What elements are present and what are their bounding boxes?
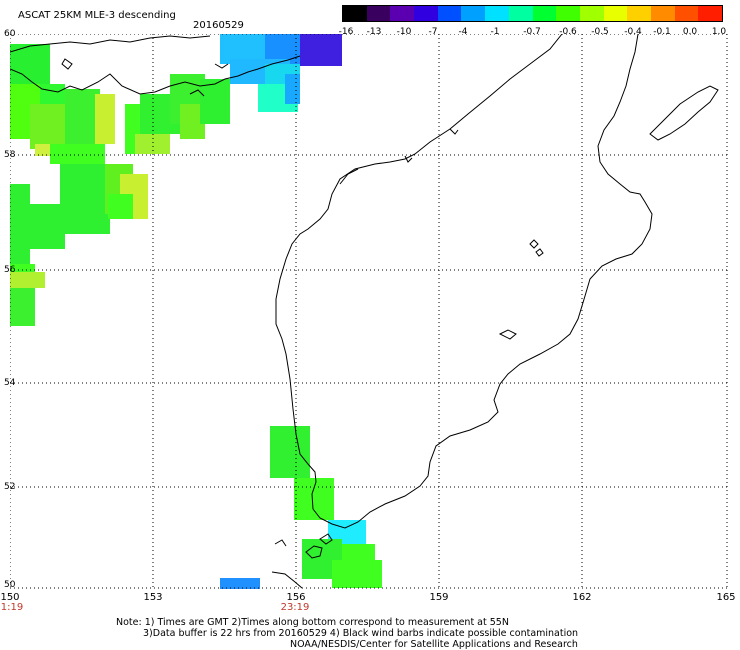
latitude-label: 50 xyxy=(4,580,16,590)
data-cell xyxy=(135,134,170,154)
colorbar-label: -4 xyxy=(458,27,468,37)
map-canvas xyxy=(10,34,728,589)
data-cell xyxy=(340,544,375,562)
time-label: 23:19 xyxy=(280,602,310,613)
colorbar-swatch xyxy=(414,6,438,21)
colorbar-swatch xyxy=(343,6,367,21)
data-cell xyxy=(30,104,70,149)
data-cell xyxy=(300,34,342,66)
colorbar-label: -0.6 xyxy=(559,27,577,37)
colorbar-label: -7 xyxy=(428,27,438,37)
colorbar-label: -0.5 xyxy=(591,27,609,37)
colorbar-swatch xyxy=(650,6,675,21)
data-cell xyxy=(10,284,35,326)
colorbar-label: 1.0 xyxy=(711,27,727,37)
longitude-label: 162 xyxy=(572,592,592,603)
latitude-label: 58 xyxy=(4,150,16,160)
note-line-3: NOAA/NESDIS/Center for Satellite Applica… xyxy=(290,639,578,650)
colorbar-swatch xyxy=(603,6,628,21)
data-cell xyxy=(108,194,133,219)
latitude-label: 60 xyxy=(4,29,16,39)
data-cell xyxy=(65,89,100,144)
data-cell xyxy=(10,44,50,84)
map-title: ASCAT 25KM MLE-3 descending xyxy=(18,10,176,21)
colorbar-swatch xyxy=(532,6,557,21)
latitude-label: 54 xyxy=(4,378,16,388)
data-cell xyxy=(332,560,382,588)
map-date: 20160529 xyxy=(193,20,244,31)
colorbar-label: 0.0 xyxy=(682,27,698,37)
colorbar-swatch xyxy=(508,6,533,21)
colorbar-swatch xyxy=(556,6,580,21)
longitude-label: 153 xyxy=(143,592,163,603)
latitude-label: 56 xyxy=(4,265,16,275)
colorbar-swatch xyxy=(579,6,604,21)
colorbar-swatch xyxy=(674,6,699,21)
latitude-label: 52 xyxy=(4,482,16,492)
data-cell xyxy=(50,144,105,164)
longitude-label: 150 xyxy=(0,592,20,603)
coastline xyxy=(10,34,719,589)
colorbar-label: -0.1 xyxy=(653,27,671,37)
data-cell xyxy=(10,272,45,288)
data-cell xyxy=(60,164,110,234)
longitude-label: 156 xyxy=(286,592,306,603)
graticule xyxy=(10,34,728,589)
data-cell xyxy=(270,426,310,478)
colorbar-swatch xyxy=(390,6,415,21)
data-cell xyxy=(35,144,50,156)
wind-data-swaths xyxy=(10,34,382,589)
data-cell xyxy=(95,94,115,144)
data-cell xyxy=(294,478,334,520)
colorbar xyxy=(342,5,723,22)
time-label: 1:19 xyxy=(0,602,24,613)
longitude-label: 159 xyxy=(429,592,449,603)
data-cell xyxy=(220,578,260,589)
colorbar-label: -13 xyxy=(366,27,382,37)
note-line-2: 3)Data buffer is 22 hrs from 20160529 4)… xyxy=(143,628,579,639)
colorbar-swatch xyxy=(366,6,391,21)
colorbar-label: -1 xyxy=(490,27,500,37)
note-line-1: Note: 1) Times are GMT 2)Times along bot… xyxy=(116,617,509,628)
colorbar-label: -0.7 xyxy=(523,27,541,37)
data-cell xyxy=(10,184,30,274)
data-cell xyxy=(285,74,300,104)
colorbar-swatch xyxy=(437,6,462,21)
colorbar-swatch xyxy=(698,6,722,21)
colorbar-label: -10 xyxy=(396,27,412,37)
longitude-label: 165 xyxy=(716,592,736,603)
colorbar-swatch xyxy=(627,6,651,21)
colorbar-swatch xyxy=(461,6,486,21)
colorbar-label: -0.4 xyxy=(624,27,642,37)
colorbar-label: -16 xyxy=(338,27,354,37)
data-cell xyxy=(200,79,230,124)
data-cell xyxy=(30,204,65,249)
colorbar-swatch xyxy=(485,6,509,21)
